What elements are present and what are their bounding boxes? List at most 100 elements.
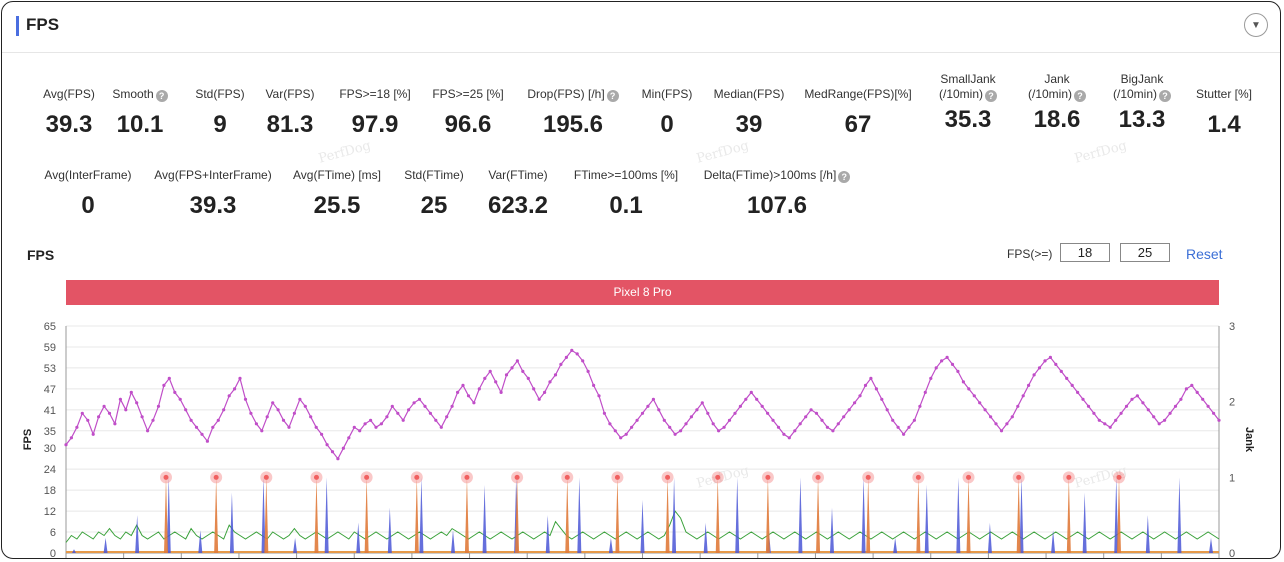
y2-tick-label: 2 (1229, 397, 1235, 409)
y-tick-label: 65 (44, 321, 56, 333)
fps-point (325, 443, 329, 447)
jank-marker (1066, 474, 1072, 480)
stat-label: FPS>=25 [%] (432, 87, 504, 101)
jank-bar (387, 507, 392, 553)
chevron-down-icon[interactable]: ▼ (1244, 13, 1268, 37)
fps-point (1157, 422, 1161, 426)
stat-label: MedRange(FPS)[%] (804, 87, 912, 101)
jank-bar (545, 515, 550, 553)
stat-value: 97.9 (351, 111, 399, 138)
jank-marker (464, 474, 470, 480)
bigjank-bar (264, 477, 269, 553)
stat-value: 25.5 (313, 192, 361, 219)
jank-bar (198, 530, 203, 553)
fps-point (1195, 390, 1199, 394)
fps-point (401, 418, 405, 422)
jank-bar (356, 522, 361, 553)
fps-point (548, 380, 552, 384)
help-icon[interactable]: ? (985, 90, 997, 102)
fps-point (107, 411, 112, 415)
jank-marker (966, 474, 972, 480)
fps-point (1065, 376, 1069, 380)
fps-point (265, 415, 269, 419)
help-icon[interactable]: ? (155, 90, 168, 102)
stat-value: 39.3 (189, 192, 237, 219)
stat-label: FPS>=18 [%] (339, 87, 411, 101)
fps-point (880, 397, 884, 401)
fps-point (287, 425, 291, 429)
fps-point (140, 415, 144, 419)
bigjank-bar (214, 477, 219, 553)
fps-point (396, 411, 400, 415)
stat-label: Drop(FPS) [/h]? (498, 87, 648, 102)
fps-point (118, 397, 122, 401)
stat-label: Median(FPS) (713, 87, 785, 101)
fps-point (804, 415, 808, 419)
fps-point (956, 369, 960, 373)
jank-bar (482, 484, 487, 553)
bigjank-bar (816, 477, 821, 553)
fps-point (456, 390, 460, 394)
bigjank-bar (565, 477, 570, 553)
stat-value: 0.1 (609, 192, 643, 219)
fps-point (504, 373, 509, 377)
fps-point (543, 390, 547, 394)
jank-marker (1016, 474, 1022, 480)
fps-point (1037, 366, 1042, 370)
threshold-high-input[interactable] (1120, 243, 1170, 262)
jank-bar (72, 549, 76, 553)
fps-point (755, 397, 759, 401)
fps-point (184, 408, 188, 412)
y-tick-label: 0 (50, 548, 56, 560)
jank-marker (715, 474, 721, 480)
fps-point (679, 429, 683, 433)
fps-point (613, 429, 617, 433)
fps-point (1152, 415, 1156, 419)
fps-point (385, 415, 389, 419)
fps-point (205, 439, 209, 443)
stat-median-fps: Median(FPS) 39 (674, 87, 824, 138)
help-icon[interactable]: ? (838, 171, 851, 183)
help-icon[interactable]: ? (1159, 90, 1171, 102)
fps-point (238, 376, 242, 380)
jank-bar (703, 522, 708, 553)
jank-bar (166, 477, 171, 553)
threshold-low-input[interactable] (1060, 243, 1110, 262)
fps-point (1103, 422, 1107, 426)
fps-point (923, 390, 927, 394)
jank-marker (263, 474, 269, 480)
help-icon[interactable]: ? (1074, 90, 1086, 102)
stat-smalljank: SmallJank (/10min)? 35.3 (893, 72, 1043, 133)
fps-point (727, 418, 732, 422)
y-tick-label: 59 (44, 342, 56, 354)
fps-point (1130, 397, 1134, 401)
fps-point (1021, 394, 1025, 398)
fps-point (151, 418, 155, 422)
y-tick-label: 47 (44, 384, 56, 396)
fps-point (624, 432, 628, 436)
jank-marker (313, 474, 319, 480)
fps-point (738, 404, 743, 408)
fps-point (222, 408, 226, 412)
bigjank-bar (765, 477, 770, 553)
stat-value: 39 (735, 111, 763, 138)
fps-point (417, 397, 422, 401)
y2-tick-label: 1 (1229, 472, 1235, 484)
fps-point (515, 359, 520, 363)
fps-point (1005, 422, 1009, 426)
fps-point (1054, 362, 1058, 366)
jank-bar (293, 537, 298, 553)
y2-tick-label: 3 (1229, 321, 1235, 333)
fps-point (472, 401, 476, 405)
help-icon[interactable]: ? (606, 90, 619, 102)
jank-bar (956, 477, 961, 553)
reset-link[interactable]: Reset (1186, 246, 1223, 262)
stat-bigjank: BigJank (/10min)? 13.3 (1067, 72, 1217, 133)
fps-point (1190, 383, 1194, 387)
jank-bar (1114, 477, 1119, 553)
stat-avg-fps-interframe: Avg(FPS+InterFrame) 39.3 (138, 168, 288, 219)
threshold-label: FPS(>=) (1007, 247, 1053, 261)
fps-point (135, 401, 139, 405)
fps-point (809, 408, 813, 412)
